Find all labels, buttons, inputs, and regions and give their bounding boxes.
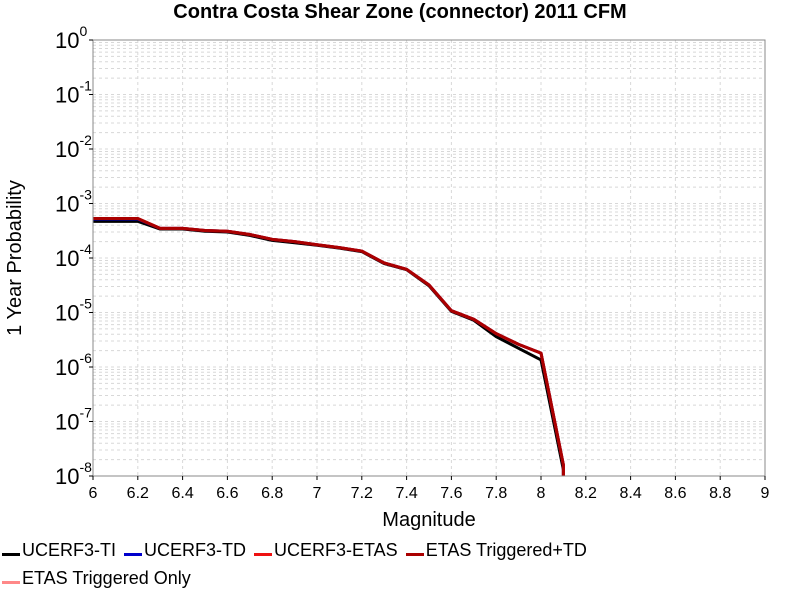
legend-item-ucerf3-ti: UCERF3-TI — [0, 540, 116, 561]
legend-item-ucerf3-etas: UCERF3-ETAS — [252, 540, 398, 561]
series-layer — [93, 217, 565, 476]
x-tick-label: 7.8 — [485, 485, 507, 502]
legend-item-etas-triggered-only: ETAS Triggered Only — [0, 568, 191, 589]
chart-title: Contra Costa Shear Zone (connector) 2011… — [173, 1, 627, 23]
legend: UCERF3-TI UCERF3-TD UCERF3-ETAS ETAS Tri… — [0, 536, 800, 592]
y-tick-label: 10-4 — [55, 241, 92, 271]
x-tick-label: 7 — [313, 485, 322, 502]
legend-swatch — [405, 552, 424, 556]
x-tick-label: 8.6 — [664, 485, 686, 502]
legend-swatch — [124, 552, 142, 556]
axis-layer: 6 6.2 6.4 6.6 6.8 7 7.2 7.4 7.6 7.8 8 8.2 8.4 8.6 8.8 9… — [4, 23, 770, 531]
y-tick-label: 10-2 — [55, 132, 92, 162]
y-tick-label: 100 — [55, 23, 87, 53]
legend-swatch — [254, 552, 272, 556]
x-tick-label: 6.6 — [216, 485, 238, 502]
x-tick-label: 8.4 — [619, 485, 641, 502]
legend-label: ETAS Triggered Only — [22, 567, 191, 588]
x-tick-label: 9 — [761, 485, 770, 502]
legend-item-etas-triggered-td: ETAS Triggered+TD — [404, 540, 587, 561]
series-line-3 — [93, 217, 565, 476]
legend-row-2: ETAS Triggered Only — [0, 564, 800, 592]
x-tick-label: 8.2 — [575, 485, 597, 502]
legend-label: UCERF3-ETAS — [274, 539, 398, 560]
legend-swatch — [2, 580, 20, 584]
y-tick-label: 10-7 — [55, 405, 92, 435]
x-axis-label: Magnitude — [382, 509, 475, 531]
legend-label: ETAS Triggered+TD — [425, 539, 587, 560]
x-tick-label: 6.2 — [127, 485, 149, 502]
y-tick-label: 10-3 — [55, 187, 92, 217]
x-tick-label: 7.6 — [440, 485, 462, 502]
y-tick-label: 10-6 — [55, 350, 92, 380]
legend-label: UCERF3-TI — [22, 539, 116, 560]
y-tick-label: 10-8 — [55, 459, 92, 489]
legend-swatch — [2, 552, 20, 556]
x-tick-label: 6 — [89, 485, 98, 502]
grid-layer — [92, 39, 766, 477]
x-tick-label: 7.2 — [351, 485, 373, 502]
y-axis-label: 1 Year Probability — [4, 180, 26, 336]
legend-row-1: UCERF3-TI UCERF3-TD UCERF3-ETAS ETAS Tri… — [0, 536, 800, 564]
legend-item-ucerf3-td: UCERF3-TD — [122, 540, 246, 561]
x-tick-label: 6.4 — [171, 485, 193, 502]
x-tick-label: 8 — [537, 485, 546, 502]
x-tick-label: 7.4 — [395, 485, 417, 502]
legend-label: UCERF3-TD — [144, 539, 246, 560]
x-tick-label: 6.8 — [261, 485, 283, 502]
x-tick-label: 8.8 — [709, 485, 731, 502]
y-tick-label: 10-5 — [55, 296, 92, 326]
y-tick-label: 10-1 — [55, 78, 92, 108]
